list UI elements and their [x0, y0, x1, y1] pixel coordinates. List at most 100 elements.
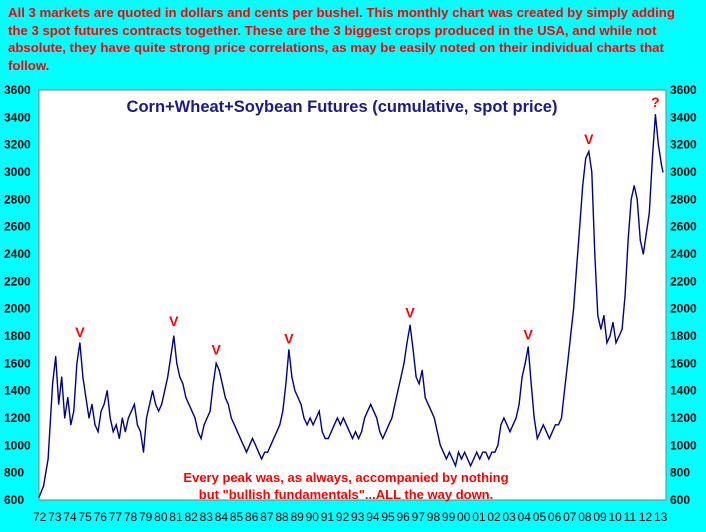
- data-point: [197, 431, 199, 433]
- data-point: [106, 390, 108, 392]
- y-tick-right: 1800: [670, 329, 697, 343]
- data-point: [579, 226, 581, 228]
- data-point: [364, 417, 366, 419]
- data-point: [557, 424, 560, 426]
- data-point: [391, 417, 393, 419]
- data-point: [245, 451, 248, 453]
- y-tick-right: 2400: [670, 247, 697, 261]
- data-point: [467, 458, 469, 460]
- data-point: [591, 171, 593, 173]
- x-tick-label: 86: [245, 510, 259, 524]
- data-point: [52, 383, 54, 385]
- y-tick-left: 2600: [4, 220, 31, 234]
- data-point: [515, 417, 517, 419]
- data-point: [276, 431, 278, 433]
- data-point: [427, 403, 429, 405]
- peak-annotation: V: [584, 131, 594, 147]
- data-point: [38, 496, 40, 498]
- y-tick-left: 1200: [4, 411, 31, 425]
- data-point: [648, 212, 650, 214]
- data-point: [639, 239, 641, 241]
- data-point: [327, 437, 329, 440]
- x-tick-label: 97: [412, 510, 426, 524]
- x-tick-label: 91: [321, 510, 335, 524]
- data-point: [476, 451, 478, 453]
- data-point: [233, 424, 235, 426]
- data-point: [379, 431, 381, 433]
- data-point: [376, 417, 378, 419]
- data-point: [662, 171, 664, 173]
- data-point: [70, 424, 72, 426]
- x-tick-label: 73: [48, 510, 62, 524]
- data-point: [239, 437, 241, 440]
- data-point: [182, 383, 184, 385]
- data-point: [585, 157, 587, 159]
- peak-annotation: V: [284, 331, 294, 347]
- data-point: [403, 362, 405, 364]
- x-tick-label: 08: [578, 510, 592, 524]
- y-tick-left: 2800: [4, 192, 31, 206]
- data-point: [354, 431, 357, 433]
- data-point: [597, 314, 599, 317]
- x-tick-label: 78: [124, 510, 138, 524]
- chart-title: Corn+Wheat+Soybean Futures (cumulative, …: [127, 98, 558, 116]
- x-tick-label: 92: [336, 510, 350, 524]
- x-tick-label: 01: [472, 510, 486, 524]
- data-point: [88, 417, 90, 419]
- data-point: [76, 362, 78, 364]
- data-point: [103, 403, 105, 405]
- x-tick-label: 75: [78, 510, 92, 524]
- data-point: [436, 431, 438, 433]
- data-point: [406, 342, 408, 344]
- data-point: [155, 403, 157, 405]
- data-point: [536, 437, 538, 440]
- data-point: [479, 458, 481, 460]
- series-line: [38, 114, 664, 498]
- data-point: [236, 431, 238, 433]
- data-point: [291, 376, 293, 378]
- data-point: [470, 465, 472, 467]
- data-point: [306, 424, 308, 426]
- data-point: [642, 253, 644, 255]
- x-tick-label: 90: [306, 510, 320, 524]
- data-point: [97, 431, 99, 433]
- data-point: [115, 424, 117, 426]
- data-point: [482, 451, 484, 453]
- data-point: [609, 335, 611, 337]
- y-tick-right: 2000: [670, 302, 697, 316]
- data-point: [512, 424, 514, 426]
- peak-annotation: V: [75, 324, 85, 340]
- data-point: [273, 437, 275, 440]
- x-tick-label: 88: [275, 510, 289, 524]
- x-tick-label: 09: [593, 510, 607, 524]
- data-point: [342, 417, 344, 419]
- data-point: [255, 444, 257, 446]
- data-point: [339, 424, 341, 426]
- x-tick-label: 13: [654, 510, 668, 524]
- data-point: [170, 355, 172, 358]
- data-point: [112, 431, 114, 433]
- y-tick-right: 3200: [670, 138, 697, 152]
- data-point: [485, 451, 487, 453]
- data-point: [573, 308, 575, 310]
- data-point: [361, 431, 363, 433]
- data-point: [285, 383, 287, 385]
- data-point: [206, 417, 208, 419]
- y-tick-right: 1000: [670, 438, 697, 452]
- y-tick-right: 1600: [670, 356, 697, 370]
- x-tick-label: 74: [63, 510, 77, 524]
- data-point: [158, 410, 160, 412]
- data-point: [258, 451, 260, 453]
- x-tick-label: 99: [442, 510, 456, 524]
- data-point: [630, 198, 632, 200]
- data-point: [654, 114, 657, 116]
- data-point: [315, 417, 317, 419]
- y-tick-right: 3000: [670, 165, 697, 179]
- peak-annotation: V: [212, 342, 222, 358]
- data-point: [397, 390, 399, 392]
- data-point: [203, 424, 205, 426]
- question-annotation: ?: [651, 94, 660, 110]
- data-point: [615, 342, 617, 344]
- data-point: [660, 164, 663, 166]
